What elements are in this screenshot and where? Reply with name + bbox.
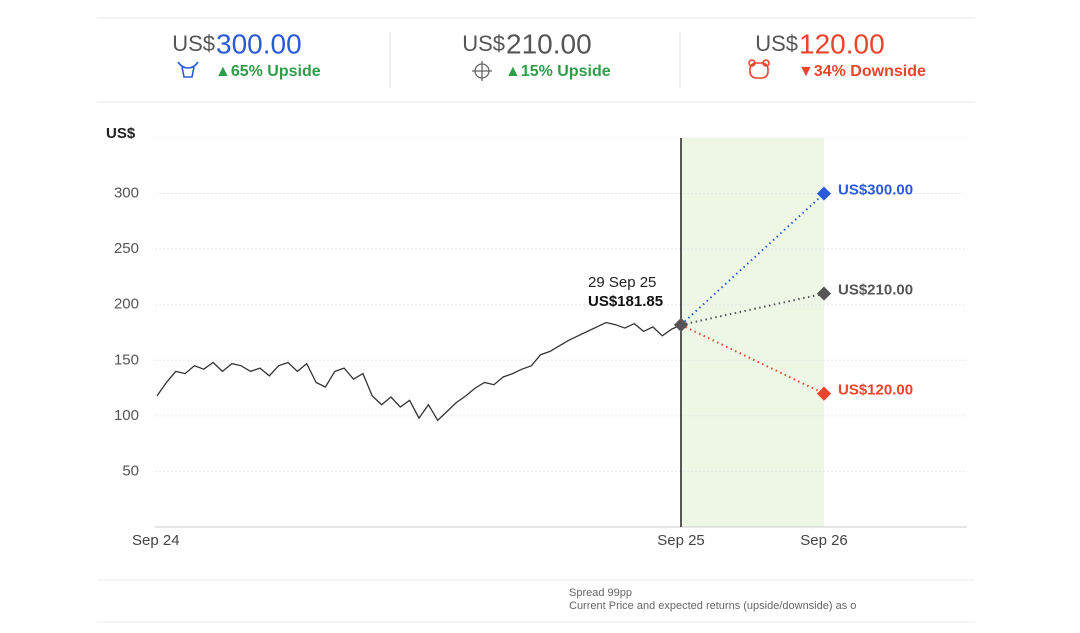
y-tick-label: 100 xyxy=(114,407,139,424)
target-marker xyxy=(816,386,832,401)
y-tick-label: 200 xyxy=(114,296,139,313)
target-label: US$120.00 xyxy=(838,382,913,399)
x-tick-label: Sep 24 xyxy=(132,532,180,549)
footnote: Current Price and expected returns (upsi… xyxy=(569,600,856,612)
target-price: 120.00 xyxy=(799,28,885,59)
footnote: Spread 99pp xyxy=(569,587,632,599)
y-tick-label: 250 xyxy=(114,240,139,257)
price-line xyxy=(156,321,682,422)
target-marker xyxy=(816,186,832,201)
target-label: US$210.00 xyxy=(838,282,913,299)
change: ▲65% Upside xyxy=(215,63,321,80)
target-price: 300.00 xyxy=(216,28,302,59)
target-marker xyxy=(816,286,832,301)
y-axis-label: US$ xyxy=(106,125,136,142)
currency: US$ xyxy=(172,31,215,56)
change: ▼34% Downside xyxy=(798,63,926,80)
y-tick-label: 300 xyxy=(114,185,139,202)
x-tick-label: Sep 25 xyxy=(657,532,705,549)
bear-icon xyxy=(748,59,770,79)
projection-area xyxy=(681,138,824,527)
projection-line xyxy=(680,323,825,395)
currency: US$ xyxy=(755,31,798,56)
y-tick-label: 150 xyxy=(114,351,139,368)
target-label: US$300.00 xyxy=(838,182,913,199)
current-price: US$181.85 xyxy=(588,293,663,310)
x-tick-label: Sep 26 xyxy=(800,532,848,549)
target-price: 210.00 xyxy=(506,28,592,59)
y-tick-label: 50 xyxy=(122,462,139,479)
currency: US$ xyxy=(462,31,505,56)
change: ▲15% Upside xyxy=(505,63,611,80)
current-date: 29 Sep 25 xyxy=(588,274,656,291)
target-icon xyxy=(472,61,492,81)
bull-icon xyxy=(177,61,199,78)
current-marker xyxy=(673,317,689,332)
